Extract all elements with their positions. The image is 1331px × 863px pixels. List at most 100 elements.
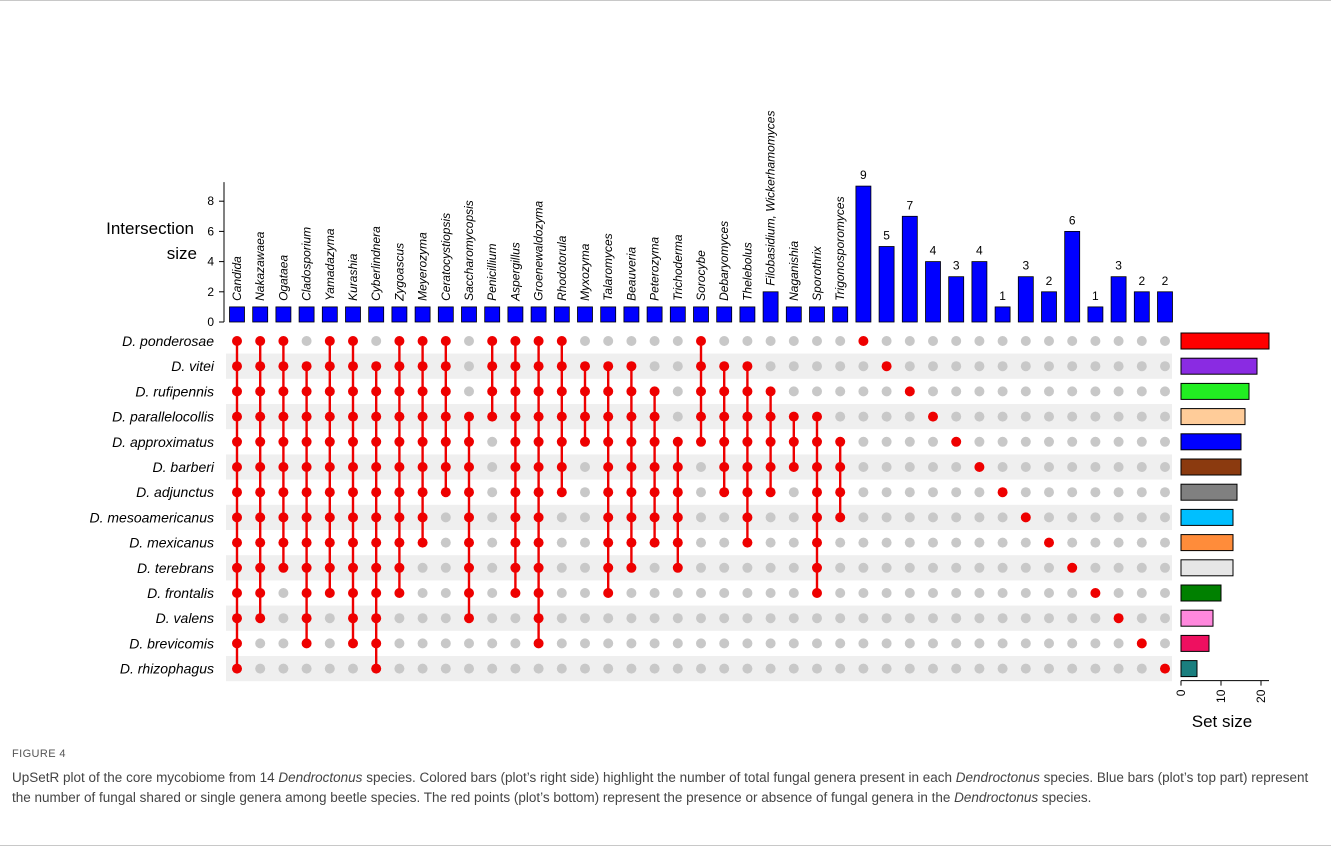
membership-dot-inactive xyxy=(672,336,683,346)
intersection-value-label: 2 xyxy=(1138,274,1145,288)
membership-dot-inactive xyxy=(672,663,683,674)
genus-label: Trigonosporomyces xyxy=(833,196,847,300)
membership-dot-inactive xyxy=(672,386,683,397)
membership-dot-inactive xyxy=(904,588,915,598)
membership-dot-inactive xyxy=(765,361,776,372)
membership-dot-active xyxy=(626,537,637,548)
membership-dot-active xyxy=(626,361,637,372)
membership-dot-active xyxy=(603,512,614,523)
membership-dot-active xyxy=(812,537,822,548)
membership-dot-inactive xyxy=(1020,462,1031,472)
membership-dot-active xyxy=(626,512,637,523)
set-size-tick-label: 10 xyxy=(1214,689,1228,703)
membership-dot-inactive xyxy=(464,386,474,397)
caption-text: UpSetR plot of the core mycobiome from 1… xyxy=(12,768,1312,808)
membership-dot-active xyxy=(742,436,753,447)
membership-dot-active xyxy=(719,386,730,397)
membership-dot-inactive xyxy=(928,638,938,649)
intersection-bar xyxy=(1087,306,1104,323)
membership-dot-inactive xyxy=(696,512,706,523)
membership-dot-inactive xyxy=(765,588,776,598)
membership-dot-active xyxy=(278,361,289,372)
membership-dot-active xyxy=(394,537,405,548)
intersection-value-label: 3 xyxy=(1022,259,1029,273)
set-size-bar xyxy=(1180,508,1234,526)
membership-dot-inactive xyxy=(1020,638,1031,649)
membership-dot-active xyxy=(255,537,266,548)
membership-dot-active xyxy=(672,436,683,447)
membership-dot-inactive xyxy=(1090,562,1101,573)
intersection-value-label: 9 xyxy=(860,168,867,182)
membership-dot-inactive xyxy=(487,462,498,472)
membership-dot-active xyxy=(1044,537,1054,548)
membership-dot-inactive xyxy=(1044,411,1054,422)
membership-dot-active xyxy=(835,436,846,447)
membership-dot-active xyxy=(371,663,382,674)
membership-dot-active xyxy=(812,588,822,598)
membership-dot-inactive xyxy=(1090,613,1101,624)
membership-dot-inactive xyxy=(696,462,706,472)
membership-dot-inactive xyxy=(580,512,590,523)
membership-dot-active xyxy=(255,588,266,598)
membership-dot-active xyxy=(301,462,312,472)
membership-dot-active xyxy=(301,487,312,498)
membership-dot-active xyxy=(232,361,242,372)
membership-dot-active xyxy=(440,487,451,498)
membership-dot-inactive xyxy=(928,462,938,472)
membership-dot-active xyxy=(742,411,753,422)
membership-dot-inactive xyxy=(1160,436,1170,447)
membership-dot-active xyxy=(603,411,614,422)
membership-dot-active xyxy=(440,462,451,472)
membership-dot-inactive xyxy=(1113,462,1124,472)
membership-dot-inactive xyxy=(788,638,799,649)
membership-dot-active xyxy=(394,436,405,447)
membership-dot-active xyxy=(533,588,544,598)
membership-dot-active xyxy=(603,386,614,397)
intersection-bar xyxy=(298,306,315,323)
set-name-label: D. rhizophagus xyxy=(120,661,214,677)
membership-dot-inactive xyxy=(533,663,544,674)
membership-dot-inactive xyxy=(997,588,1008,598)
membership-dot-inactive xyxy=(858,562,869,573)
membership-dot-inactive xyxy=(371,336,382,346)
membership-dot-active xyxy=(649,462,660,472)
membership-dot-active xyxy=(255,436,266,447)
membership-dot-active xyxy=(278,487,289,498)
genus-label: Cyberlindnera xyxy=(369,226,383,301)
membership-dot-inactive xyxy=(696,537,706,548)
membership-dot-active xyxy=(788,411,799,422)
membership-dot-active xyxy=(974,462,985,472)
membership-dot-inactive xyxy=(974,361,985,372)
membership-dot-active xyxy=(371,512,382,523)
membership-dot-inactive xyxy=(951,638,962,649)
set-name-label: D. terebrans xyxy=(137,560,214,576)
membership-dot-inactive xyxy=(765,512,776,523)
membership-dot-active xyxy=(464,613,474,624)
membership-dot-active xyxy=(626,487,637,498)
set-name-label: D. mesoamericanus xyxy=(90,509,215,525)
membership-dot-active xyxy=(278,336,289,346)
membership-dot-active xyxy=(348,562,358,573)
membership-dot-active xyxy=(626,462,637,472)
membership-dot-inactive xyxy=(1136,613,1147,624)
membership-dot-active xyxy=(603,462,614,472)
membership-dot-inactive xyxy=(696,638,706,649)
intersection-value-label: 1 xyxy=(999,289,1006,303)
membership-dot-active xyxy=(324,462,335,472)
membership-dot-inactive xyxy=(1136,336,1147,346)
membership-dot-inactive xyxy=(1020,361,1031,372)
membership-dot-inactive xyxy=(812,638,822,649)
membership-dot-inactive xyxy=(1044,361,1054,372)
set-size-bar xyxy=(1180,408,1246,426)
membership-dot-inactive xyxy=(974,638,985,649)
membership-dot-inactive xyxy=(1067,336,1078,346)
intersection-value-label: 2 xyxy=(1046,274,1053,288)
set-size-bar xyxy=(1180,382,1250,400)
membership-dot-inactive xyxy=(997,462,1008,472)
membership-dot-inactive xyxy=(928,336,938,346)
membership-dot-inactive xyxy=(719,638,730,649)
membership-dot-inactive xyxy=(324,638,335,649)
membership-dot-inactive xyxy=(904,336,915,346)
membership-dot-inactive xyxy=(951,411,962,422)
membership-dot-inactive xyxy=(1020,436,1031,447)
